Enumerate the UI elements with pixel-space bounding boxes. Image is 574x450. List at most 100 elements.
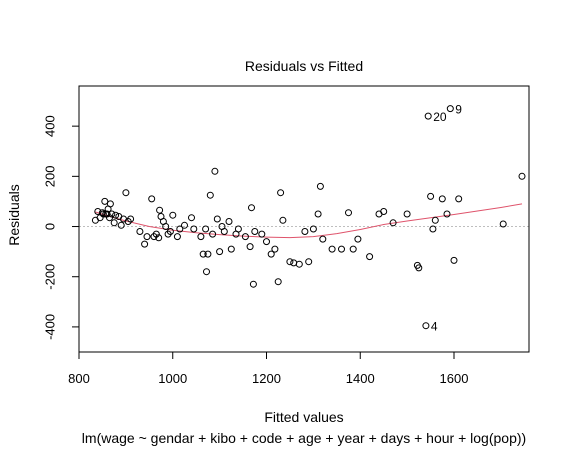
x-tick-label: 800 — [68, 371, 90, 386]
x-tick-label: 1000 — [158, 371, 187, 386]
data-point — [277, 189, 285, 197]
y-tick-label: 0 — [43, 223, 58, 230]
data-point — [338, 245, 345, 253]
data-point — [286, 258, 294, 266]
data-point — [389, 219, 397, 227]
x-tick-label: 1600 — [440, 371, 469, 386]
data-point — [176, 225, 184, 233]
y-tick-label: 200 — [43, 165, 58, 187]
data-point — [403, 210, 411, 218]
data-point — [249, 280, 257, 288]
data-point — [204, 250, 212, 258]
data-point — [203, 268, 210, 276]
data-point — [143, 233, 151, 241]
data-point — [206, 191, 214, 199]
data-point — [429, 225, 437, 233]
data-point — [380, 208, 388, 215]
data-point — [202, 225, 210, 233]
data-point — [188, 214, 195, 222]
data-point — [234, 225, 242, 233]
data-point — [211, 167, 219, 175]
data-point — [366, 253, 374, 261]
data-point — [101, 197, 109, 205]
data-point — [220, 228, 228, 235]
data-point — [199, 250, 207, 258]
data-point — [499, 220, 507, 228]
data-point — [438, 195, 446, 203]
y-tick-label: 400 — [43, 115, 58, 137]
data-point — [349, 245, 357, 253]
data-point — [455, 195, 463, 203]
data-point — [197, 233, 205, 241]
data-point — [110, 219, 118, 227]
data-point — [274, 278, 282, 286]
data-point — [305, 258, 313, 266]
data-point — [106, 200, 114, 208]
data-point — [246, 243, 254, 251]
data-point — [424, 112, 432, 120]
data-point — [267, 250, 275, 258]
data-point — [314, 210, 322, 218]
chart-title: Residuals vs Fitted — [245, 58, 363, 74]
data-point — [345, 209, 352, 217]
data-point — [290, 259, 298, 267]
data-point — [117, 221, 125, 229]
data-point — [122, 189, 130, 197]
data-point — [227, 245, 235, 253]
x-axis: 800 1000 1200 1400 1600 — [68, 351, 469, 386]
data-point — [258, 230, 266, 238]
data-point — [103, 210, 111, 218]
data-point — [251, 228, 259, 235]
data-point — [127, 215, 135, 223]
data-point — [190, 225, 198, 233]
x-axis-title: Fitted values — [264, 409, 343, 425]
data-point — [328, 245, 336, 253]
data-point — [173, 233, 181, 241]
point-label: 20 — [433, 110, 447, 124]
plot-area: 4 20 9 — [78, 85, 530, 353]
data-point — [209, 230, 217, 238]
data-point — [309, 225, 317, 233]
data-point — [225, 218, 233, 225]
data-point — [108, 210, 116, 218]
plot-frame — [78, 85, 530, 353]
y-tick-label: -400 — [43, 314, 58, 340]
point-label: 4 — [431, 320, 438, 334]
y-tick-label: -200 — [43, 264, 58, 290]
data-point — [295, 260, 303, 268]
data-point — [443, 210, 451, 218]
data-point — [431, 216, 439, 224]
data-point — [354, 235, 362, 243]
data-point — [152, 230, 160, 238]
data-point — [450, 256, 458, 264]
data-point — [415, 264, 423, 272]
data-point — [248, 204, 255, 212]
x-tick-label: 1400 — [346, 371, 375, 386]
data-point — [427, 192, 435, 200]
data-point — [319, 235, 327, 243]
data-point — [98, 209, 106, 217]
data-point — [271, 245, 279, 253]
data-point — [301, 228, 309, 235]
data-point — [136, 228, 144, 235]
data-point — [148, 195, 156, 203]
y-axis: -400 -200 0 200 400 — [43, 115, 80, 340]
point-label: 9 — [455, 103, 462, 117]
data-point — [166, 228, 174, 235]
chart-subtitle: lm(wage ~ gendar + kibo + code + age + y… — [82, 430, 526, 446]
data-point — [106, 214, 113, 222]
data-point — [279, 216, 287, 224]
data-point — [94, 208, 102, 215]
data-point — [112, 211, 120, 219]
data-point — [181, 221, 188, 229]
data-point — [422, 322, 430, 330]
data-point — [213, 215, 221, 223]
data-point — [169, 211, 177, 219]
data-point — [141, 240, 149, 248]
data-point — [316, 182, 324, 190]
data-point — [216, 248, 224, 256]
data-point — [241, 233, 249, 241]
data-point — [99, 210, 107, 218]
data-point — [162, 223, 170, 230]
